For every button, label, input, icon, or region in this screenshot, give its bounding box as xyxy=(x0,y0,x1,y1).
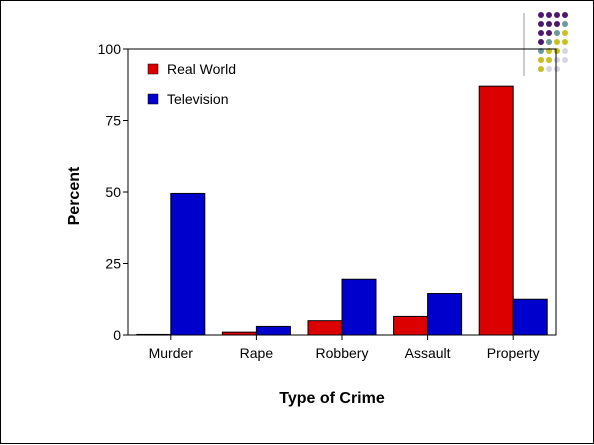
decor-dot xyxy=(562,12,568,18)
decor-dot xyxy=(554,57,560,63)
decor-dot xyxy=(554,66,560,72)
decor-dot xyxy=(538,12,544,18)
x-tick-label: Murder xyxy=(149,345,194,361)
bar-television xyxy=(255,325,291,336)
decor-dot xyxy=(538,39,544,45)
y-tick-label: 50 xyxy=(105,184,121,200)
decor-dot xyxy=(538,21,544,27)
x-tick-label: Assault xyxy=(405,345,451,361)
decor-dot xyxy=(546,66,552,72)
y-tick-label: 75 xyxy=(105,113,121,129)
decor-dot xyxy=(546,12,552,18)
x-tick-label: Robbery xyxy=(316,345,369,361)
decor-dot xyxy=(546,21,552,27)
legend-label: Television xyxy=(167,91,228,107)
x-axis-title: Type of Crime xyxy=(279,390,385,407)
decor-dot xyxy=(562,21,568,27)
decor-dot xyxy=(562,57,568,63)
legend-swatch xyxy=(147,93,159,105)
decor-dot xyxy=(538,30,544,36)
decor-dot xyxy=(538,66,544,72)
decor-dot xyxy=(562,30,568,36)
decor-dot xyxy=(546,30,552,36)
y-axis-title: Percent xyxy=(66,166,83,225)
decor-dot xyxy=(546,57,552,63)
x-tick-label: Property xyxy=(487,345,540,361)
decor-dot xyxy=(554,12,560,18)
bar-real-world xyxy=(136,333,172,336)
bar-television xyxy=(427,293,463,336)
bar-television xyxy=(341,278,377,336)
x-tick-label: Rape xyxy=(240,345,274,361)
bar-real-world xyxy=(478,85,514,336)
bar-television xyxy=(512,298,548,336)
bar-real-world xyxy=(393,315,429,336)
bar-real-world xyxy=(221,331,257,336)
decor-dot xyxy=(562,39,568,45)
bar-television xyxy=(170,192,206,336)
decor-dot xyxy=(554,39,560,45)
y-tick-label: 0 xyxy=(113,327,121,343)
decor-dot xyxy=(538,57,544,63)
decor-dot xyxy=(546,39,552,45)
decor-dot xyxy=(562,48,568,54)
legend-swatch xyxy=(147,63,159,75)
decor-dot xyxy=(554,21,560,27)
decor-dot xyxy=(554,30,560,36)
bar-real-world xyxy=(307,320,343,336)
legend-label: Real World xyxy=(167,61,236,77)
y-tick-label: 25 xyxy=(105,256,121,272)
y-tick-label: 100 xyxy=(98,41,122,57)
